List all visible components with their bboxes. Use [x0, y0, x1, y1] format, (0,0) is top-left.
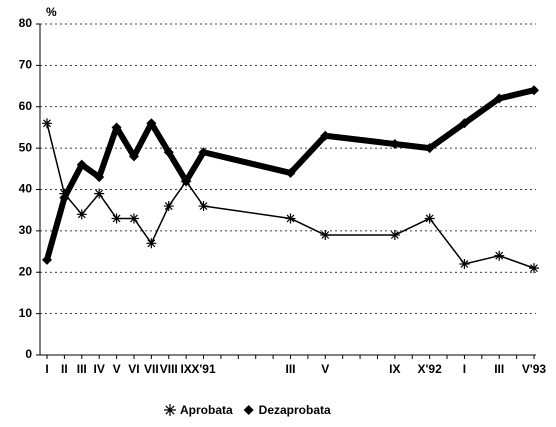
marker	[494, 250, 505, 261]
legend-marker	[243, 405, 254, 415]
y-tick-label: 40	[19, 182, 33, 196]
marker	[42, 254, 52, 265]
x-tick-label: X'92	[418, 362, 443, 376]
legend-label: Dezaprobata	[259, 403, 331, 417]
y-tick-label: 60	[19, 99, 33, 113]
marker	[320, 230, 331, 241]
y-tick-label: 50	[19, 140, 33, 154]
marker	[459, 118, 470, 129]
x-tick-label: III	[77, 362, 87, 376]
marker	[424, 143, 435, 154]
legend-marker	[164, 404, 176, 416]
marker	[389, 230, 400, 241]
marker	[424, 213, 435, 224]
marker	[529, 263, 539, 274]
marker	[59, 192, 70, 203]
marker	[494, 93, 505, 104]
x-tick-label: VIII	[160, 362, 178, 376]
marker	[285, 167, 296, 178]
marker	[163, 147, 174, 158]
marker	[389, 138, 400, 149]
marker	[163, 201, 174, 212]
marker	[42, 118, 52, 129]
marker	[198, 147, 209, 158]
marker	[76, 159, 87, 170]
y-tick-label: 20	[19, 264, 33, 278]
x-tick-label: VI	[128, 362, 139, 376]
x-tick-label: I	[463, 362, 466, 376]
marker	[128, 151, 139, 162]
marker	[320, 130, 331, 141]
y-tick-label: 0	[25, 347, 32, 361]
x-tick-label: V	[321, 362, 329, 376]
x-tick-label: III	[494, 362, 504, 376]
y-tick-label: 70	[19, 58, 33, 72]
marker	[198, 201, 209, 212]
marker	[146, 118, 157, 129]
x-tick-label: X'91	[191, 362, 216, 376]
x-tick-label: IX	[389, 362, 400, 376]
x-tick-label: IX	[180, 362, 191, 376]
marker	[529, 85, 539, 96]
y-axis-label: %	[46, 5, 57, 19]
x-tick-label: V	[113, 362, 121, 376]
y-tick-label: 10	[19, 306, 33, 320]
marker	[76, 209, 87, 220]
legend-label: Aprobata	[180, 403, 233, 417]
x-tick-label: IV	[94, 362, 105, 376]
marker	[146, 238, 157, 249]
series-line	[46, 123, 535, 269]
marker	[94, 188, 105, 199]
y-tick-label: 30	[19, 223, 33, 237]
marker	[94, 172, 105, 183]
y-tick-label: 80	[19, 16, 33, 30]
x-tick-label: V'93	[522, 362, 547, 376]
x-tick-label: VII	[144, 362, 159, 376]
marker	[111, 122, 122, 133]
x-tick-label: II	[61, 362, 68, 376]
marker	[128, 213, 139, 224]
x-tick-label: I	[45, 362, 48, 376]
marker	[111, 213, 122, 224]
x-tick-label: III	[285, 362, 295, 376]
marker	[181, 176, 192, 187]
marker	[285, 213, 296, 224]
marker	[459, 258, 470, 269]
